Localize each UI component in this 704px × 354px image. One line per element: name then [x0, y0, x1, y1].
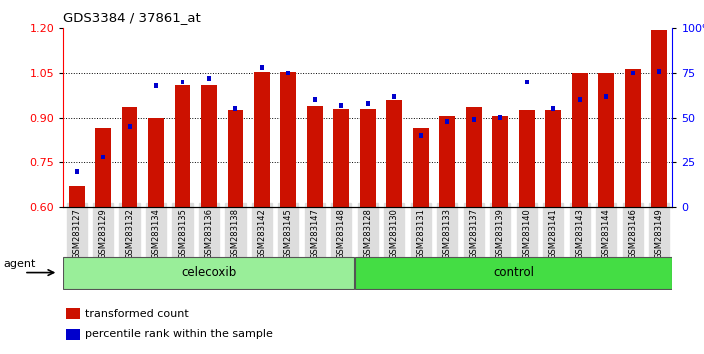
Bar — [101, 155, 105, 159]
Bar — [604, 94, 608, 99]
Bar — [524, 80, 529, 84]
Bar — [572, 73, 588, 207]
Bar — [439, 116, 455, 207]
Bar — [260, 65, 264, 70]
Text: agent: agent — [4, 259, 35, 269]
Bar — [66, 308, 80, 319]
Bar — [631, 71, 634, 75]
Bar — [657, 69, 661, 74]
Bar — [254, 72, 270, 207]
Bar — [492, 116, 508, 207]
Bar — [122, 107, 137, 207]
Bar — [339, 103, 344, 108]
Bar — [386, 100, 402, 207]
Bar — [287, 71, 290, 75]
Bar — [280, 72, 296, 207]
Bar — [127, 124, 132, 129]
Bar — [392, 94, 396, 99]
Bar — [69, 186, 84, 207]
Bar — [519, 110, 534, 207]
Bar — [472, 117, 476, 122]
Bar — [180, 80, 184, 84]
Bar — [66, 329, 80, 340]
Bar — [234, 107, 237, 111]
Bar — [66, 317, 77, 318]
Bar — [498, 115, 502, 120]
Bar — [360, 109, 376, 207]
Text: control: control — [493, 266, 534, 279]
Bar — [624, 69, 641, 207]
Bar — [545, 110, 561, 207]
Bar — [207, 76, 211, 81]
Bar — [578, 97, 582, 102]
Text: percentile rank within the sample: percentile rank within the sample — [84, 330, 272, 339]
Bar — [148, 118, 164, 207]
Bar — [356, 257, 672, 289]
Bar — [227, 110, 244, 207]
Text: GDS3384 / 37861_at: GDS3384 / 37861_at — [63, 11, 201, 24]
Bar — [466, 107, 482, 207]
Bar — [175, 85, 191, 207]
Bar — [651, 30, 667, 207]
Bar — [598, 73, 614, 207]
Bar — [366, 101, 370, 106]
Bar — [419, 133, 423, 138]
Bar — [307, 106, 323, 207]
Bar — [413, 128, 429, 207]
Text: celecoxib: celecoxib — [182, 266, 237, 279]
Bar — [334, 109, 349, 207]
Bar — [154, 83, 158, 88]
Text: transformed count: transformed count — [84, 309, 189, 319]
Bar — [551, 107, 555, 111]
Bar — [95, 128, 111, 207]
Bar — [446, 119, 449, 124]
Bar — [63, 257, 354, 289]
Bar — [201, 85, 217, 207]
Bar — [313, 97, 317, 102]
Bar — [75, 169, 79, 174]
